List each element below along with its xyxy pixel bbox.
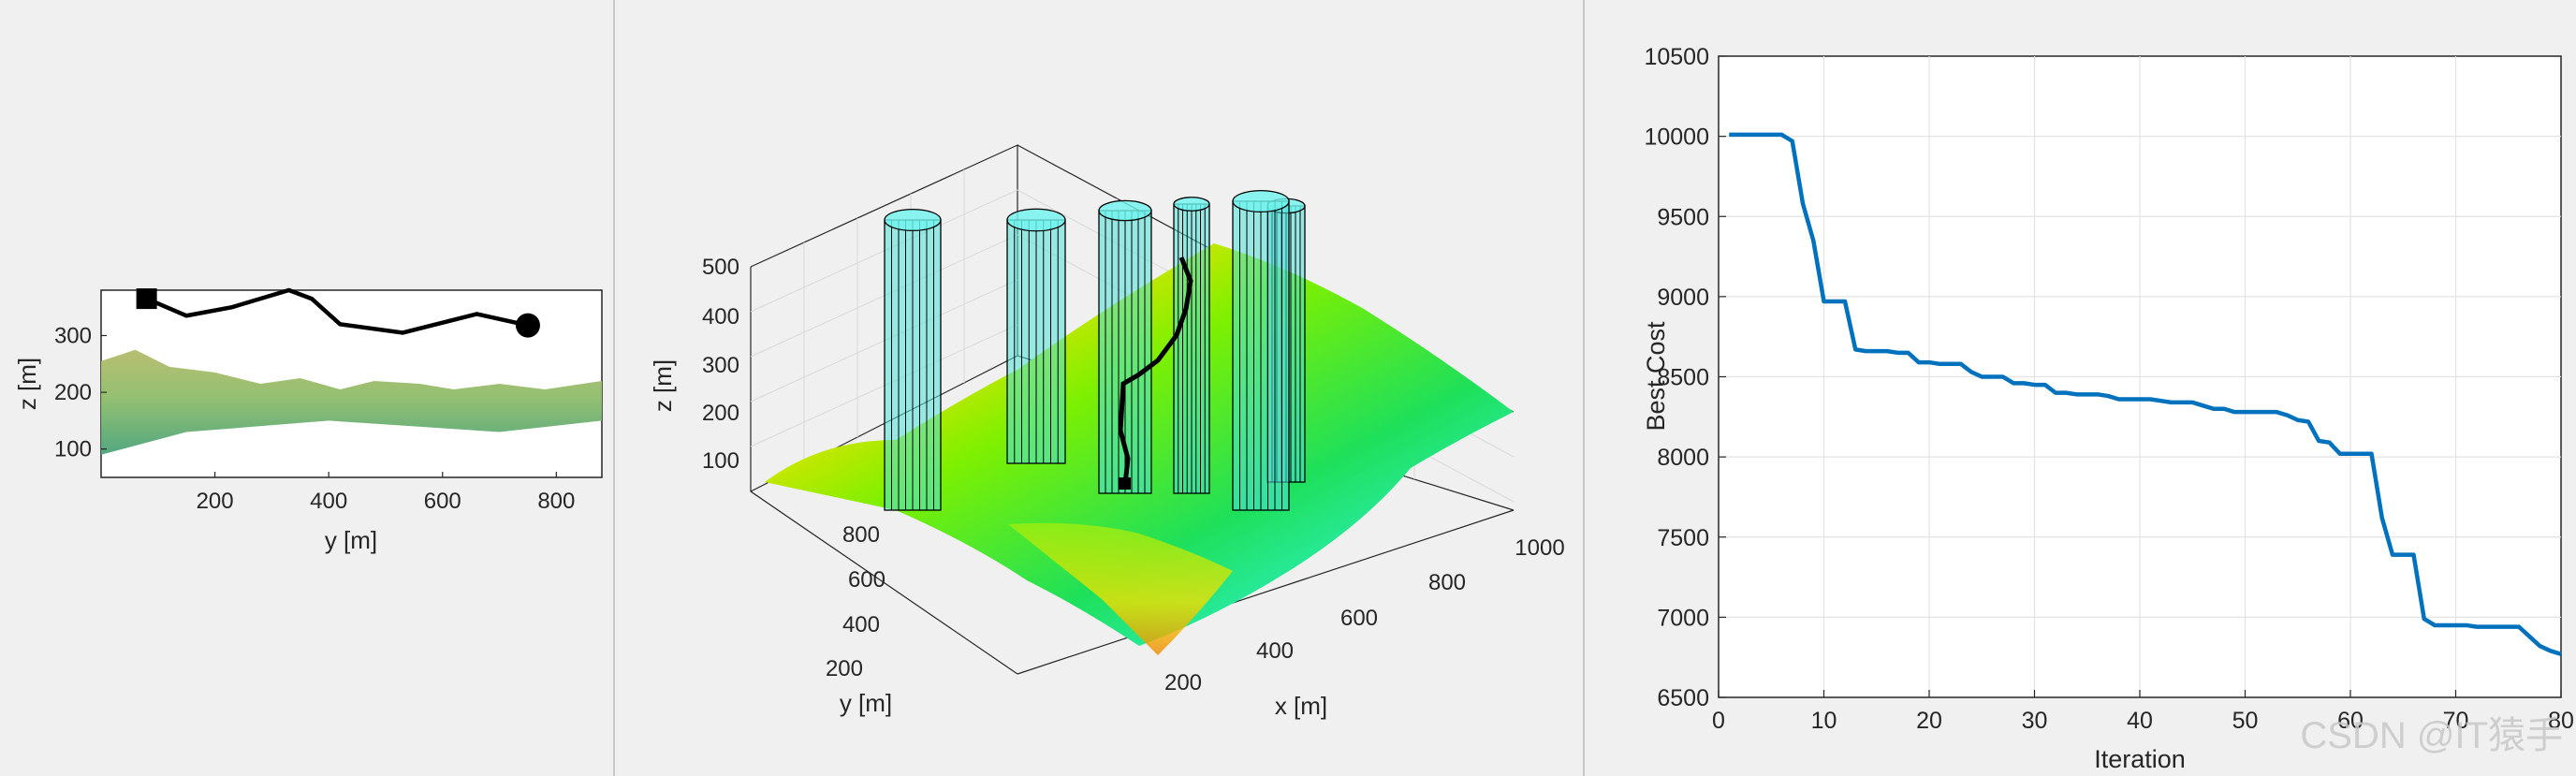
side-start-marker xyxy=(136,288,157,310)
cost-xtick-label: 20 xyxy=(1916,708,1942,734)
terrain-valley xyxy=(1008,522,1233,655)
side-view-chart: 200 400 600 800 100 200 300 y [m] z [m] xyxy=(13,287,603,554)
cost-xtick-label: 70 xyxy=(2443,708,2469,734)
surface-xlabel: x [m] xyxy=(1275,692,1327,720)
cost-ytick-label: 10500 xyxy=(1644,44,1709,70)
side-ytick-label: 300 xyxy=(54,323,92,348)
surface-ytick-label: 400 xyxy=(842,612,880,637)
path-start-marker xyxy=(1119,477,1131,490)
path-3d xyxy=(1118,256,1193,485)
side-ytick-label: 100 xyxy=(54,437,92,462)
surface-xtick-label: 600 xyxy=(1340,606,1378,631)
cost-ytick-label: 7500 xyxy=(1657,525,1709,551)
cost-xtick-label: 80 xyxy=(2548,708,2574,734)
surface-ztick-label: 200 xyxy=(702,401,739,426)
cost-ytick-label: 8000 xyxy=(1657,445,1709,471)
cost-ylabel: Best Cost xyxy=(1642,321,1670,432)
surface-ytick-label: 800 xyxy=(842,522,880,548)
cost-ticks: 0 10 20 30 40 50 60 70 80 6500 7000 7500 8000 8500 900… xyxy=(1644,44,2573,734)
side-xtick-label: 200 xyxy=(197,489,234,514)
cylinder-top xyxy=(1006,208,1066,232)
cost-panel: 0 10 20 30 40 50 60 70 80 6500 7000 7500 8000 8500 900… xyxy=(1585,0,2576,776)
cost-ytick-label: 6500 xyxy=(1657,685,1709,711)
surface-ztick-label: 500 xyxy=(702,255,739,280)
side-xlabel: y [m] xyxy=(325,526,377,554)
cost-xlabel: Iteration xyxy=(2094,745,2186,773)
surface-xtick-label: 800 xyxy=(1428,570,1466,595)
cost-xtick-label: 10 xyxy=(1811,708,1837,734)
side-view-panel: 200 400 600 800 100 200 300 y [m] z [m] xyxy=(0,0,613,776)
cost-xtick-label: 30 xyxy=(2022,708,2048,734)
cost-xtick-label: 50 xyxy=(2232,708,2259,734)
side-xtick-label: 800 xyxy=(537,489,575,514)
cylinder-top xyxy=(1098,199,1152,222)
surface-3d-panel: 100 200 300 400 500 200 400 600 800 200 400 600 800 1… xyxy=(613,0,1585,776)
surface-ztick-label: 300 xyxy=(702,353,739,378)
surface-ticks: 100 200 300 400 500 200 400 600 800 200 400 600 800 1… xyxy=(702,255,1565,695)
cost-grid xyxy=(1719,56,2561,697)
cost-ytick-label: 8500 xyxy=(1657,365,1709,391)
cost-ytick-label: 9500 xyxy=(1657,204,1709,230)
surface-xtick-label: 400 xyxy=(1256,638,1294,664)
surface-ylabel: y [m] xyxy=(840,689,892,717)
side-terrain xyxy=(101,349,602,455)
surface-ytick-label: 600 xyxy=(848,567,886,593)
surface-xtick-label: 1000 xyxy=(1515,535,1564,561)
side-terrain-fill xyxy=(101,349,602,455)
side-ytick-label: 200 xyxy=(54,380,92,405)
surface-ytick-label: 200 xyxy=(826,656,863,681)
surface-xtick-label: 200 xyxy=(1164,670,1202,695)
surface-zlabel: z [m] xyxy=(649,359,677,412)
cylinder-top xyxy=(1232,189,1290,213)
side-ylabel: z [m] xyxy=(13,358,41,410)
cost-xtick-label: 0 xyxy=(1712,708,1725,734)
cylinder-top xyxy=(884,208,942,232)
cost-xtick-label: 40 xyxy=(2127,708,2153,734)
cost-chart: 0 10 20 30 40 50 60 70 80 6500 7000 7500 8000 8500 900… xyxy=(1642,44,2574,773)
surface-ztick-label: 400 xyxy=(702,304,739,329)
cost-xtick-label: 60 xyxy=(2337,708,2364,734)
side-xtick-label: 600 xyxy=(424,489,461,514)
best-cost-line xyxy=(1729,132,2562,656)
side-ticks: 200 400 600 800 100 200 300 xyxy=(54,323,575,514)
side-path xyxy=(136,287,540,338)
obstacle-cylinders xyxy=(884,189,1306,511)
cost-ytick-label: 9000 xyxy=(1657,285,1709,311)
side-end-marker xyxy=(515,313,540,338)
cylinder-top xyxy=(1173,197,1210,212)
watermark: CSDN @IT猿手 xyxy=(2300,715,2563,756)
surface-ztick-label: 100 xyxy=(702,448,739,474)
side-xtick-label: 400 xyxy=(310,489,347,514)
surface-3d-chart: 100 200 300 400 500 200 400 600 800 200 400 600 800 1… xyxy=(649,144,1565,720)
side-path-line xyxy=(145,287,529,335)
cost-ytick-label: 7000 xyxy=(1657,605,1709,631)
cost-ytick-label: 10000 xyxy=(1644,124,1709,151)
